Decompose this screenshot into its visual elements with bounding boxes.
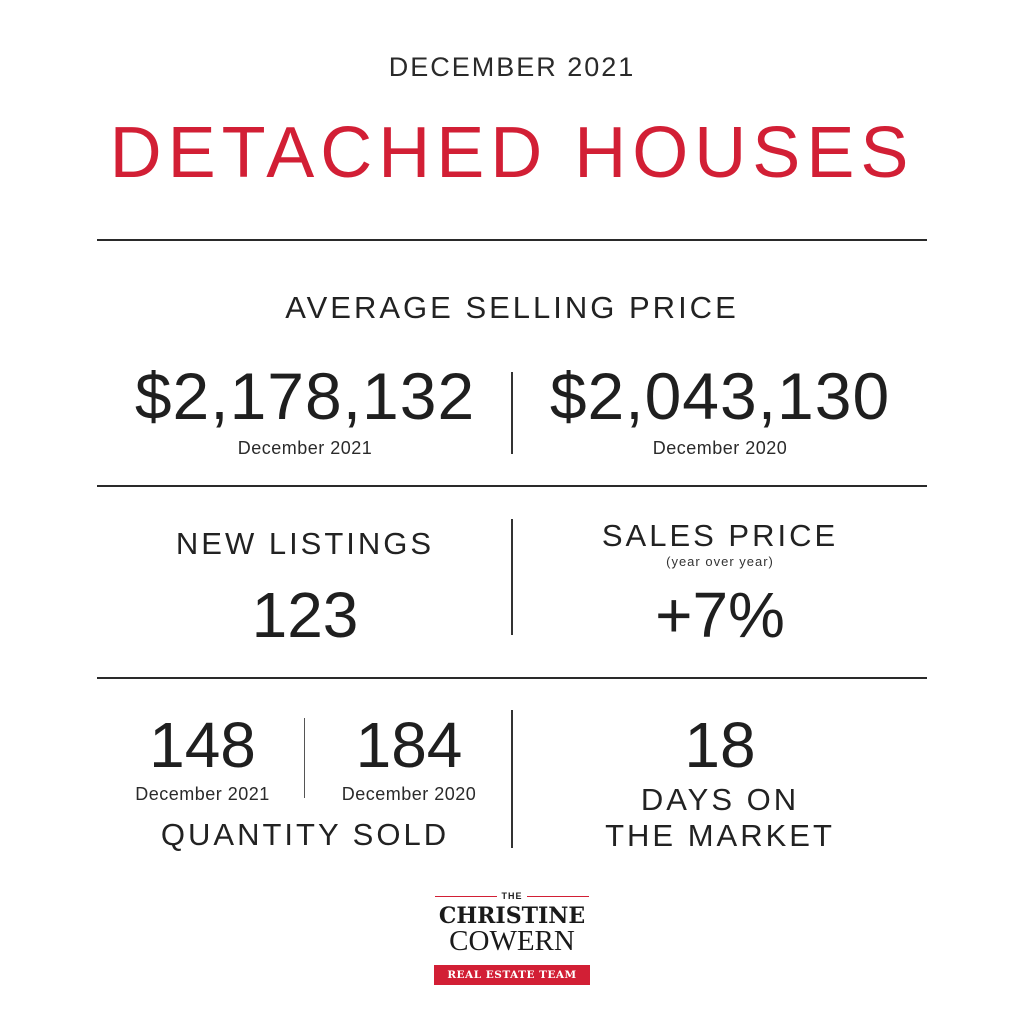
bottom-separator — [511, 710, 513, 848]
quantity-sold-current-value: 148 — [149, 709, 256, 781]
avg-price-separator — [511, 372, 513, 454]
avg-price-current-value: $2,178,132 — [134, 359, 476, 433]
period-label: DECEMBER 2021 — [388, 52, 636, 82]
avg-price-heading: AVERAGE SELLING PRICE — [285, 290, 739, 325]
quantity-sold-previous-label: December 2020 — [341, 784, 477, 804]
listings-separator — [511, 519, 513, 635]
logo-name-first: CHRISTINE — [438, 903, 586, 929]
days-on-market-value: 18 — [684, 709, 756, 781]
logo-tagline-banner: REAL ESTATE TEAM — [434, 965, 590, 985]
new-listings-heading: NEW LISTINGS — [175, 526, 435, 561]
days-on-market-line2: THE MARKET — [605, 818, 835, 853]
avg-price-previous-value: $2,043,130 — [549, 359, 891, 433]
logo-name-last: COWERN — [449, 925, 575, 957]
divider-bottom — [97, 677, 927, 679]
sales-price-subheading: (year over year) — [666, 554, 774, 569]
logo-rule-left — [435, 896, 497, 897]
quantity-sold-previous-value: 184 — [355, 709, 463, 781]
logo-the: THE — [501, 891, 523, 901]
divider-top — [97, 239, 927, 241]
sales-price-heading: SALES PRICE — [601, 518, 839, 553]
sales-price-value: +7% — [655, 579, 785, 651]
logo-rule-right — [527, 896, 589, 897]
page-title: DETACHED HOUSES — [109, 113, 915, 193]
avg-price-previous-label: December 2020 — [652, 438, 788, 458]
brand-logo: THE CHRISTINE COWERN REAL ESTATE TEAM — [432, 891, 592, 987]
days-on-market-line1: DAYS ON — [640, 782, 800, 817]
avg-price-current-label: December 2021 — [237, 438, 373, 458]
quantity-sold-separator — [304, 718, 305, 798]
quantity-sold-current-label: December 2021 — [135, 784, 270, 804]
quantity-sold-heading: QUANTITY SOLD — [160, 817, 450, 852]
new-listings-value: 123 — [251, 579, 359, 651]
divider-middle — [97, 485, 927, 487]
